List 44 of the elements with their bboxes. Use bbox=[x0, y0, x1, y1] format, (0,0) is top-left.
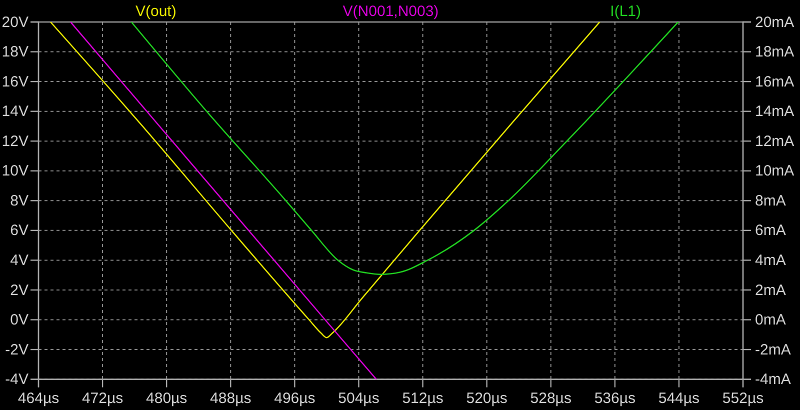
series-label: I(L1) bbox=[610, 3, 642, 20]
x-tick-label: 512µs bbox=[402, 390, 444, 407]
text: V(N001,N003) bbox=[342, 3, 439, 20]
y-tick-label: 16V bbox=[2, 73, 28, 90]
y-tick-label: 0V bbox=[10, 312, 28, 329]
y-tick-label: 10V bbox=[2, 162, 28, 180]
y-tick-label: 8V bbox=[10, 192, 28, 210]
line-series bbox=[50, 22, 600, 338]
y-tick-label: 20V bbox=[2, 14, 28, 31]
x-tick-label: 480µs bbox=[146, 390, 188, 407]
y2-tick-label: 8mA bbox=[755, 192, 786, 210]
line-series bbox=[70, 22, 377, 380]
y-tick-label: 6V bbox=[10, 222, 28, 240]
y2-tick-label: -2mA bbox=[755, 341, 791, 358]
y-tick-label: 14V bbox=[2, 103, 28, 120]
y-tick-label: 18V bbox=[2, 44, 28, 61]
x-tick-label: 544µs bbox=[658, 390, 700, 407]
y2-tick-label: 20mA bbox=[755, 14, 794, 31]
x-tick-label: 496µs bbox=[274, 390, 316, 407]
y-tick-label: -4V bbox=[5, 371, 28, 388]
text: V(out) bbox=[135, 3, 176, 20]
x-tick-label: 504µs bbox=[338, 390, 380, 407]
x-tick-label: 528µs bbox=[530, 390, 572, 407]
y2-tick-label: 0mA bbox=[755, 312, 786, 329]
y2-tick-label: -4mA bbox=[755, 371, 791, 388]
x-tick-label: 488µs bbox=[210, 390, 252, 407]
x-tick-label: 472µs bbox=[82, 390, 124, 407]
y-tick-label: -2V bbox=[5, 341, 28, 358]
x-tick-label: 464µs bbox=[18, 390, 60, 407]
y-tick-label: 2V bbox=[10, 282, 28, 299]
line-series bbox=[130, 22, 679, 275]
y2-tick-label: 10mA bbox=[755, 162, 794, 180]
y-tick-label: 12V bbox=[2, 132, 28, 150]
x-tick-label: 536µs bbox=[594, 390, 636, 407]
y2-tick-label: 2mA bbox=[755, 282, 786, 299]
y2-tick-label: 14mA bbox=[755, 103, 794, 120]
y2-tick-label: 12mA bbox=[755, 132, 794, 150]
x-tick-label: 520µs bbox=[466, 390, 508, 407]
x-tick-label: 552µs bbox=[722, 390, 764, 407]
y-tick-label: 4V bbox=[10, 252, 28, 269]
y2-tick-label: 4mA bbox=[755, 252, 786, 269]
y2-tick-label: 6mA bbox=[755, 222, 786, 240]
y2-tick-label: 16mA bbox=[755, 73, 794, 90]
y2-tick-label: 18mA bbox=[755, 44, 794, 61]
